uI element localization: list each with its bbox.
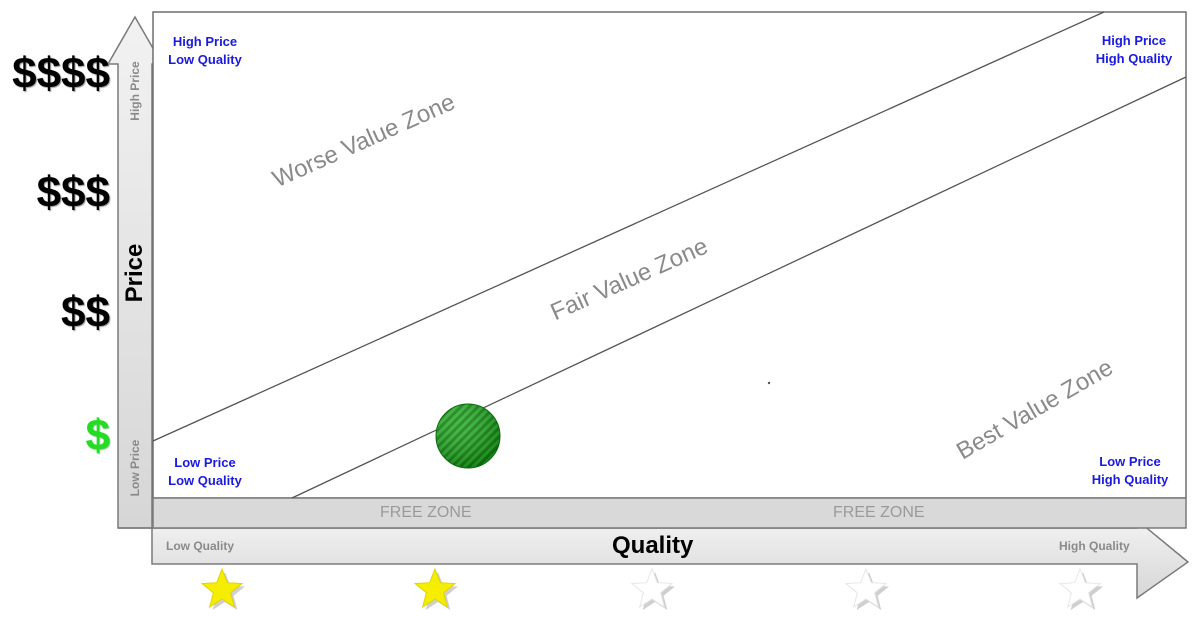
rating-stars: [200, 567, 1103, 610]
product-marker: [435, 403, 501, 469]
free-zone-band: [152, 497, 1187, 529]
y-axis-title: Price: [121, 243, 148, 303]
star-empty-icon: [1058, 567, 1102, 609]
corner-top-left: High Price Low Quality: [168, 34, 242, 67]
worse-fair-boundary: [152, 11, 1105, 442]
star-filled-icon: [200, 567, 244, 609]
star-empty-icon: [630, 567, 674, 609]
y-axis-low-label: Low Price: [128, 439, 142, 497]
y-axis-high-label: High Price: [128, 61, 142, 121]
price-level-4: $$$$: [12, 49, 110, 98]
star-empty-icon: [844, 567, 888, 609]
price-level-3: $$$: [36, 168, 110, 217]
price-level-1: $: [85, 411, 110, 460]
plot-area: [152, 11, 1187, 499]
price-axis-arrow: [106, 15, 164, 529]
corner-bottom-left: Low Price Low Quality: [168, 455, 242, 488]
x-axis-title: Quality: [612, 532, 694, 559]
corner-top-right: High Price High Quality: [1095, 33, 1173, 66]
free-zone-left-label: FREE ZONE: [380, 504, 472, 521]
x-axis-low-label: Low Quality: [166, 539, 235, 553]
x-axis-high-label: High Quality: [1059, 539, 1130, 553]
stray-dot: [767, 381, 771, 385]
star-filled-icon: [413, 567, 457, 609]
price-level-2: $$: [61, 288, 110, 337]
free-zone-right-label: FREE ZONE: [833, 504, 925, 521]
corner-bottom-right: Low Price High Quality: [1091, 454, 1169, 487]
